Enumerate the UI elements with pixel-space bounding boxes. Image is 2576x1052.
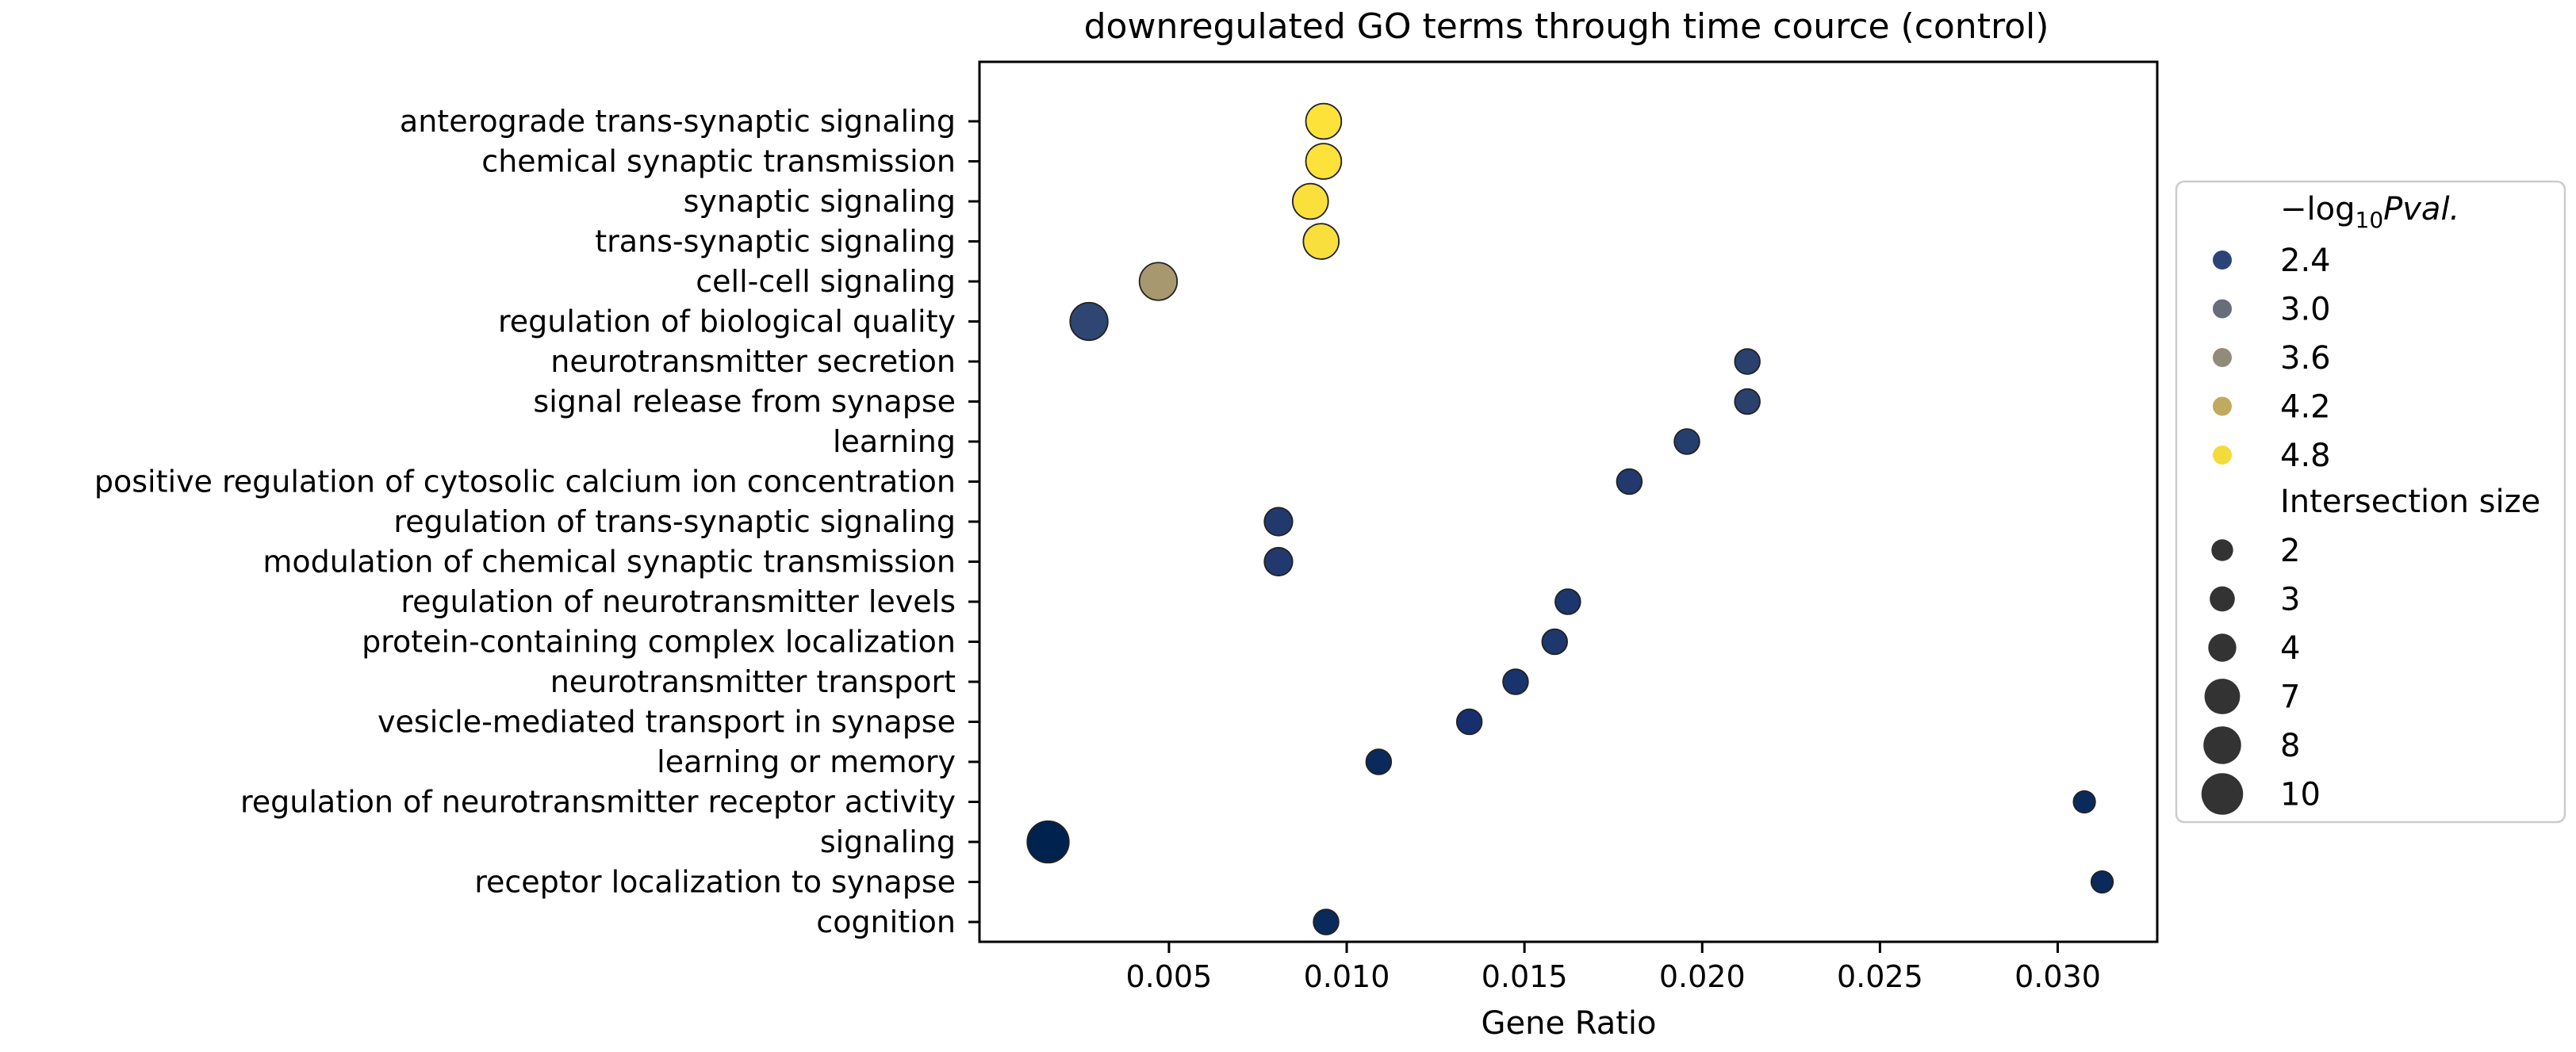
y-tick-label: regulation of neurotransmitter levels: [401, 584, 956, 619]
legend-size-label: 8: [2280, 728, 2300, 764]
plot-frame: [978, 60, 2159, 943]
y-tick-label: cognition: [816, 905, 956, 939]
y-tick-label: trans-synaptic signaling: [595, 224, 956, 259]
legend-color-entries: 2.4 3.0 3.6 4.2 4.8: [2213, 243, 2331, 474]
data-point: [1502, 668, 1529, 695]
legend-size-label: 4: [2280, 630, 2300, 667]
chart-title: downregulated GO terms through time cour…: [1084, 6, 2049, 47]
y-tick-label: vesicle-mediated transport in synapse: [378, 705, 956, 740]
data-point: [1026, 820, 1070, 864]
x-tick-label: 0.030: [2014, 959, 2101, 994]
y-axis-ticks: anterograde trans-synaptic signaling chem…: [94, 104, 979, 939]
data-point: [1455, 708, 1483, 736]
legend-size-label: 2: [2280, 533, 2300, 569]
y-tick-label: positive regulation of cytosolic calcium…: [94, 465, 956, 499]
data-point: [1302, 223, 1340, 260]
legend-size-marker: [2204, 679, 2241, 714]
y-tick-label: cell-cell signaling: [696, 264, 956, 299]
legend-size-label: 3: [2280, 582, 2300, 618]
y-tick-label: regulation of trans-synaptic signaling: [393, 504, 956, 539]
y-tick-label: neurotransmitter secretion: [550, 344, 956, 379]
data-point: [1069, 301, 1109, 342]
x-tick-label: 0.020: [1659, 959, 1746, 994]
data-point: [1292, 182, 1329, 220]
legend: −log10Pval. 2.4 3.0 3.6 4.2 4.8 Intersection…: [2175, 180, 2566, 824]
legend-color-marker: [2213, 446, 2232, 465]
scatter-points: [1026, 102, 2114, 935]
y-tick-label: regulation of biological quality: [498, 304, 956, 339]
legend-color-label: 3.0: [2280, 292, 2331, 328]
y-tick-label: chemical synaptic transmission: [481, 144, 956, 179]
data-point: [1313, 909, 1340, 935]
data-point: [1138, 262, 1179, 301]
legend-color-label: 3.6: [2280, 340, 2331, 377]
y-tick-label: signal release from synapse: [533, 384, 956, 419]
y-tick-label: signaling: [820, 824, 956, 859]
legend-size-entries: 2 3 4 7 8 10: [2201, 533, 2321, 815]
data-point: [1554, 588, 1581, 615]
legend-size-marker: [2201, 773, 2244, 815]
legend-color-title: −log10Pval.: [2280, 191, 2459, 233]
y-tick-label: protein-containing complex localization: [362, 625, 956, 660]
data-point: [1365, 748, 1393, 775]
y-tick-label: regulation of neurotransmitter receptor …: [240, 785, 956, 820]
y-tick-label: learning or memory: [657, 744, 956, 779]
legend-color-label: 2.4: [2280, 243, 2331, 279]
y-tick-label: receptor localization to synapse: [474, 865, 956, 900]
y-tick-label: modulation of chemical synaptic transmis…: [263, 545, 956, 580]
legend-size-title: Intersection size: [2280, 484, 2540, 520]
y-tick-label: synaptic signaling: [684, 184, 956, 219]
y-tick-label: anterograde trans-synaptic signaling: [400, 104, 956, 139]
legend-color-marker: [2213, 396, 2232, 416]
data-point: [1263, 507, 1294, 537]
data-point: [1541, 628, 1568, 656]
x-tick-label: 0.010: [1304, 959, 1390, 994]
legend-size-label: 10: [2280, 777, 2321, 813]
x-tick-label: 0.005: [1126, 959, 1213, 994]
legend-size-label: 7: [2280, 679, 2300, 716]
legend-size-marker: [2210, 586, 2235, 612]
x-axis-label: Gene Ratio: [1482, 1005, 1657, 1042]
legend-color-label: 4.8: [2280, 438, 2331, 474]
legend-size-marker: [2208, 633, 2237, 662]
data-point: [1305, 102, 1343, 140]
y-tick-label: learning: [833, 424, 956, 459]
data-point: [1305, 143, 1343, 180]
legend-color-marker: [2213, 299, 2232, 319]
x-axis-ticks: 0.005 0.010 0.015 0.020 0.025 0.030: [1126, 942, 2101, 994]
legend-color-marker: [2213, 251, 2232, 270]
data-point: [1263, 546, 1294, 577]
data-point: [1673, 428, 1700, 455]
legend-size-marker: [2203, 726, 2241, 764]
data-point: [2090, 870, 2114, 894]
y-tick-label: neurotransmitter transport: [550, 664, 956, 699]
x-tick-label: 0.025: [1837, 959, 1923, 994]
legend-size-marker: [2211, 539, 2233, 561]
data-point: [1616, 468, 1643, 495]
data-point: [1734, 388, 1761, 415]
data-point: [2072, 790, 2096, 814]
data-point: [1734, 348, 1761, 375]
x-tick-label: 0.015: [1482, 959, 1568, 994]
legend-color-marker: [2213, 348, 2232, 367]
legend-frame: [2175, 180, 2566, 824]
legend-color-label: 4.2: [2280, 389, 2331, 426]
